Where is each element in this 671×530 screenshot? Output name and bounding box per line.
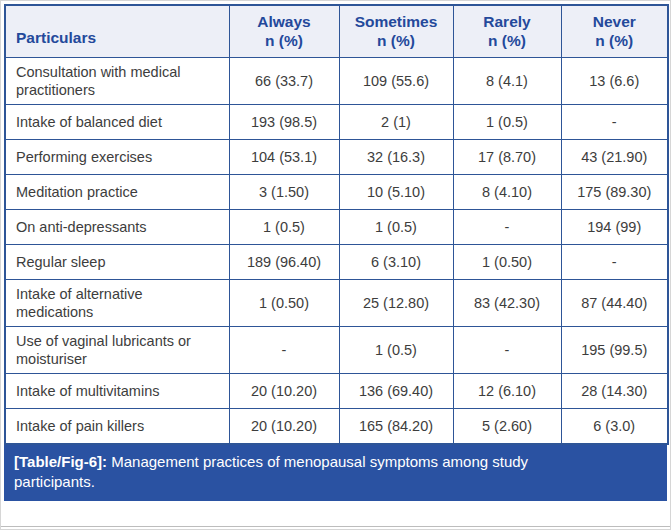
column-header-subtitle: n (%) xyxy=(460,31,555,50)
table-row: Intake of pain killers20 (10.20)165 (84.… xyxy=(5,409,668,444)
value-cell: 87 (44.40) xyxy=(561,279,668,326)
column-header: Rarelyn (%) xyxy=(453,5,561,57)
value-cell: 28 (14.30) xyxy=(561,374,668,409)
particulars-cell: Use of vaginal lubricants or moisturiser xyxy=(5,327,229,374)
caption-tag: [Table/Fig-6]: xyxy=(14,453,107,470)
column-header-subtitle: n (%) xyxy=(568,31,662,50)
column-header-label: Sometimes xyxy=(346,12,447,31)
value-cell: 10 (5.10) xyxy=(339,174,453,209)
value-cell: 66 (33.7) xyxy=(229,57,339,104)
column-header-label: Always xyxy=(236,12,333,31)
header-row: ParticularsAlwaysn (%)Sometimesn (%)Rare… xyxy=(5,5,668,57)
column-header-label: Particulars xyxy=(16,28,219,47)
particulars-cell: Consultation with medical practitioners xyxy=(5,57,229,104)
value-cell: 25 (12.80) xyxy=(339,279,453,326)
table-caption: [Table/Fig-6]: Management practices of m… xyxy=(4,445,667,502)
value-cell: 189 (96.40) xyxy=(229,244,339,279)
value-cell: - xyxy=(561,244,668,279)
particulars-cell: Regular sleep xyxy=(5,244,229,279)
table-row: Intake of multivitamins20 (10.20)136 (69… xyxy=(5,374,668,409)
table-row: Consultation with medical practitioners6… xyxy=(5,57,668,104)
column-header: Sometimesn (%) xyxy=(339,5,453,57)
particulars-cell: On anti-depressants xyxy=(5,209,229,244)
table-body: Consultation with medical practitioners6… xyxy=(5,57,668,444)
value-cell: 193 (98.5) xyxy=(229,104,339,139)
value-cell: 6 (3.10) xyxy=(339,244,453,279)
value-cell: 20 (10.20) xyxy=(229,374,339,409)
value-cell: 8 (4.10) xyxy=(453,174,561,209)
column-header-label: Rarely xyxy=(460,12,555,31)
particulars-cell: Intake of balanced diet xyxy=(5,104,229,139)
value-cell: - xyxy=(453,327,561,374)
value-cell: - xyxy=(561,104,668,139)
value-cell: 1 (0.5) xyxy=(453,104,561,139)
particulars-cell: Meditation practice xyxy=(5,174,229,209)
value-cell: 8 (4.1) xyxy=(453,57,561,104)
value-cell: 1 (0.5) xyxy=(229,209,339,244)
value-cell: 17 (8.70) xyxy=(453,139,561,174)
column-header-particulars: Particulars xyxy=(5,5,229,57)
value-cell: 109 (55.6) xyxy=(339,57,453,104)
column-header-subtitle: n (%) xyxy=(236,31,333,50)
value-cell: 1 (0.50) xyxy=(453,244,561,279)
table-row: Use of vaginal lubricants or moisturiser… xyxy=(5,327,668,374)
value-cell: 195 (99.5) xyxy=(561,327,668,374)
value-cell: 136 (69.40) xyxy=(339,374,453,409)
value-cell: - xyxy=(229,327,339,374)
figure-container: ParticularsAlwaysn (%)Sometimesn (%)Rare… xyxy=(0,0,671,530)
value-cell: 1 (0.50) xyxy=(229,279,339,326)
value-cell: 12 (6.10) xyxy=(453,374,561,409)
table-row: Intake of alternative medications1 (0.50… xyxy=(5,279,668,326)
particulars-cell: Performing exercises xyxy=(5,139,229,174)
value-cell: 3 (1.50) xyxy=(229,174,339,209)
value-cell: 165 (84.20) xyxy=(339,409,453,444)
column-header: Nevern (%) xyxy=(561,5,668,57)
table-header: ParticularsAlwaysn (%)Sometimesn (%)Rare… xyxy=(5,5,668,57)
column-header-subtitle: n (%) xyxy=(346,31,447,50)
value-cell: 13 (6.6) xyxy=(561,57,668,104)
value-cell: 32 (16.3) xyxy=(339,139,453,174)
table-row: Regular sleep189 (96.40)6 (3.10)1 (0.50)… xyxy=(5,244,668,279)
value-cell: 6 (3.0) xyxy=(561,409,668,444)
page-divider xyxy=(1,526,670,527)
value-cell: - xyxy=(453,209,561,244)
particulars-cell: Intake of alternative medications xyxy=(5,279,229,326)
table-row: On anti-depressants1 (0.5)1 (0.5)-194 (9… xyxy=(5,209,668,244)
caption-line: [Table/Fig-6]: Management practices of m… xyxy=(14,452,602,493)
value-cell: 104 (53.1) xyxy=(229,139,339,174)
data-table: ParticularsAlwaysn (%)Sometimesn (%)Rare… xyxy=(4,4,669,445)
value-cell: 1 (0.5) xyxy=(339,209,453,244)
value-cell: 43 (21.90) xyxy=(561,139,668,174)
column-header-label: Never xyxy=(568,12,662,31)
value-cell: 2 (1) xyxy=(339,104,453,139)
value-cell: 1 (0.5) xyxy=(339,327,453,374)
value-cell: 175 (89.30) xyxy=(561,174,668,209)
value-cell: 194 (99) xyxy=(561,209,668,244)
table-row: Intake of balanced diet193 (98.5)2 (1)1 … xyxy=(5,104,668,139)
particulars-cell: Intake of multivitamins xyxy=(5,374,229,409)
value-cell: 83 (42.30) xyxy=(453,279,561,326)
particulars-cell: Intake of pain killers xyxy=(5,409,229,444)
value-cell: 5 (2.60) xyxy=(453,409,561,444)
table-row: Performing exercises104 (53.1)32 (16.3)1… xyxy=(5,139,668,174)
value-cell: 20 (10.20) xyxy=(229,409,339,444)
table-row: Meditation practice3 (1.50)10 (5.10)8 (4… xyxy=(5,174,668,209)
column-header: Alwaysn (%) xyxy=(229,5,339,57)
